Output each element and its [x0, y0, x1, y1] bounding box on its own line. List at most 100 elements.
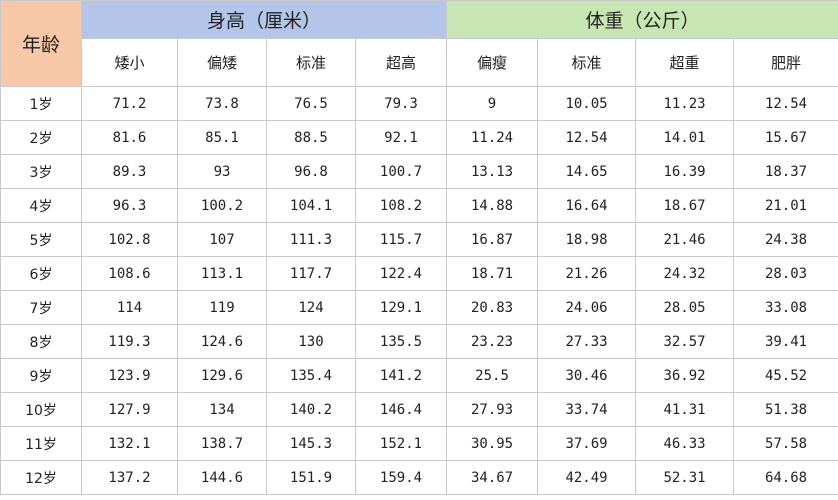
age-cell: 3岁 — [0, 154, 82, 189]
weight-value-cell: 21.46 — [635, 222, 735, 257]
weight-value-cell: 20.83 — [446, 290, 539, 325]
height-value-cell: 151.9 — [266, 460, 356, 495]
height-value-cell: 76.5 — [266, 86, 356, 121]
weight-value-cell: 16.39 — [635, 154, 735, 189]
weight-value-cell: 24.38 — [733, 222, 838, 257]
weight-value-cell: 15.67 — [733, 120, 838, 155]
age-cell: 10岁 — [0, 392, 82, 427]
age-cell: 11岁 — [0, 426, 82, 461]
weight-value-cell: 12.54 — [537, 120, 637, 155]
table-row: 1岁 71.2 73.8 76.5 79.3 9 10.05 11.23 12.54 — [0, 86, 838, 121]
age-cell: 9岁 — [0, 358, 82, 393]
height-value-cell: 102.8 — [81, 222, 178, 257]
height-group-header: 身高（厘米） — [80, 0, 448, 39]
height-value-cell: 93 — [177, 154, 267, 189]
age-cell: 7岁 — [0, 290, 82, 325]
weight-value-cell: 27.33 — [537, 324, 637, 359]
height-value-cell: 100.2 — [177, 188, 267, 223]
height-value-cell: 123.9 — [81, 358, 178, 393]
weight-group-header: 体重（公斤） — [446, 0, 838, 39]
height-value-cell: 107 — [177, 222, 267, 257]
weight-value-cell: 24.06 — [537, 290, 637, 325]
weight-value-cell: 28.05 — [635, 290, 735, 325]
weight-value-cell: 18.98 — [537, 222, 637, 257]
height-value-cell: 135.4 — [266, 358, 356, 393]
weight-value-cell: 41.31 — [635, 392, 735, 427]
height-col-tall: 超高 — [354, 38, 448, 87]
weight-value-cell: 23.23 — [446, 324, 539, 359]
table-row: 2岁 81.6 85.1 88.5 92.1 11.24 12.54 14.01 15.67 — [0, 120, 838, 155]
height-value-cell: 89.3 — [81, 154, 178, 189]
weight-value-cell: 51.38 — [733, 392, 838, 427]
height-value-cell: 137.2 — [81, 460, 178, 495]
weight-col-obese: 肥胖 — [733, 38, 838, 87]
weight-value-cell: 14.01 — [635, 120, 735, 155]
height-value-cell: 100.7 — [354, 154, 448, 189]
table-row: 5岁 102.8 107 111.3 115.7 16.87 18.98 21.46 24.38 — [0, 222, 838, 257]
weight-value-cell: 30.46 — [537, 358, 637, 393]
weight-value-cell: 11.24 — [446, 120, 539, 155]
weight-col-standard: 标准 — [537, 38, 637, 87]
weight-value-cell: 14.88 — [446, 188, 539, 223]
weight-value-cell: 24.32 — [635, 256, 735, 291]
table-row: 7岁 114 119 124 129.1 20.83 24.06 28.05 33.08 — [0, 290, 838, 325]
age-cell: 2岁 — [0, 120, 82, 155]
weight-value-cell: 30.95 — [446, 426, 539, 461]
height-col-short: 矮小 — [81, 38, 178, 87]
weight-value-cell: 39.41 — [733, 324, 838, 359]
height-value-cell: 113.1 — [177, 256, 267, 291]
height-value-cell: 73.8 — [177, 86, 267, 121]
height-value-cell: 159.4 — [354, 460, 448, 495]
age-column-header: 年龄 — [0, 0, 82, 87]
weight-value-cell: 10.05 — [537, 86, 637, 121]
table-row: 4岁 96.3 100.2 104.1 108.2 14.88 16.64 18.67 21.0… — [0, 188, 838, 223]
age-cell: 8岁 — [0, 324, 82, 359]
height-value-cell: 134 — [177, 392, 267, 427]
height-value-cell: 104.1 — [266, 188, 356, 223]
age-cell: 12岁 — [0, 460, 82, 495]
table-row: 6岁 108.6 113.1 117.7 122.4 18.71 21.26 24.32 28.… — [0, 256, 838, 291]
height-value-cell: 140.2 — [266, 392, 356, 427]
height-value-cell: 119.3 — [81, 324, 178, 359]
height-value-cell: 144.6 — [177, 460, 267, 495]
height-value-cell: 130 — [266, 324, 356, 359]
weight-value-cell: 42.49 — [537, 460, 637, 495]
group-header-row: 年龄 身高（厘米） 体重（公斤） — [0, 0, 838, 87]
weight-value-cell: 33.74 — [537, 392, 637, 427]
height-value-cell: 115.7 — [354, 222, 448, 257]
height-value-cell: 119 — [177, 290, 267, 325]
weight-value-cell: 36.92 — [635, 358, 735, 393]
weight-value-cell: 32.57 — [635, 324, 735, 359]
height-value-cell: 85.1 — [177, 120, 267, 155]
height-value-cell: 124.6 — [177, 324, 267, 359]
height-value-cell: 108.2 — [354, 188, 448, 223]
weight-value-cell: 16.87 — [446, 222, 539, 257]
height-value-cell: 114 — [81, 290, 178, 325]
weight-value-cell: 45.52 — [733, 358, 838, 393]
weight-value-cell: 9 — [446, 86, 539, 121]
weight-value-cell: 18.71 — [446, 256, 539, 291]
weight-value-cell: 64.68 — [733, 460, 838, 495]
height-value-cell: 117.7 — [266, 256, 356, 291]
height-value-cell: 108.6 — [81, 256, 178, 291]
height-value-cell: 132.1 — [81, 426, 178, 461]
table-body: 1岁 71.2 73.8 76.5 79.3 9 10.05 11.23 12.54 2岁 81.6… — [0, 86, 838, 495]
height-value-cell: 81.6 — [81, 120, 178, 155]
table-row: 3岁 89.3 93 96.8 100.7 13.13 14.65 16.39 18.37 — [0, 154, 838, 189]
height-value-cell: 88.5 — [266, 120, 356, 155]
weight-value-cell: 37.69 — [537, 426, 637, 461]
sub-header-row: 矮小 偏矮 标准 超高 偏瘦 标准 超重 肥胖 — [1, 38, 838, 87]
age-cell: 1岁 — [0, 86, 82, 121]
weight-value-cell: 33.08 — [733, 290, 838, 325]
age-cell: 6岁 — [0, 256, 82, 291]
height-value-cell: 71.2 — [81, 86, 178, 121]
height-value-cell: 127.9 — [81, 392, 178, 427]
weight-value-cell: 46.33 — [635, 426, 735, 461]
height-value-cell: 135.5 — [354, 324, 448, 359]
height-value-cell: 92.1 — [354, 120, 448, 155]
age-cell: 4岁 — [0, 188, 82, 223]
weight-value-cell: 21.01 — [733, 188, 838, 223]
weight-col-over: 超重 — [635, 38, 735, 87]
weight-value-cell: 12.54 — [733, 86, 838, 121]
height-value-cell: 122.4 — [354, 256, 448, 291]
